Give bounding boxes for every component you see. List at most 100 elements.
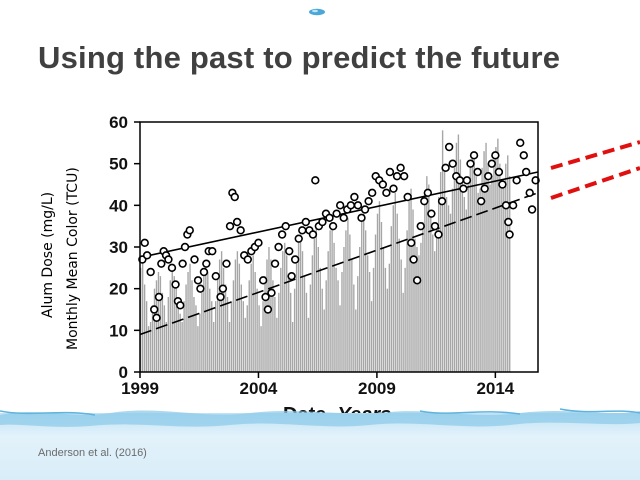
- data-point: [274, 242, 283, 252]
- bar: [507, 155, 509, 372]
- y-tick-label: 0: [119, 363, 128, 382]
- data-point: [318, 217, 327, 227]
- data-point: [216, 292, 225, 302]
- data-point: [308, 230, 318, 239]
- bar: [222, 267, 225, 372]
- data-point: [290, 255, 300, 264]
- bar: [376, 213, 379, 372]
- bar: [218, 259, 221, 372]
- bar: [252, 255, 254, 372]
- bar: [337, 280, 339, 372]
- data-point: [491, 151, 500, 160]
- bar: [390, 226, 392, 372]
- bar: [205, 263, 207, 372]
- bar: [370, 301, 373, 372]
- bar: [242, 301, 244, 372]
- data-point: [254, 238, 263, 248]
- bar: [260, 326, 262, 372]
- data-point: [430, 221, 440, 231]
- bar: [159, 276, 162, 372]
- data-point: [190, 255, 199, 264]
- bar: [286, 255, 288, 372]
- data-point: [378, 180, 388, 189]
- data-point: [164, 255, 173, 264]
- bar: [141, 259, 144, 372]
- data-point: [480, 184, 489, 193]
- bar: [341, 272, 343, 372]
- bar: [163, 305, 166, 372]
- bar: [284, 242, 286, 372]
- data-point: [519, 151, 528, 160]
- bar: [309, 284, 312, 372]
- bar: [155, 280, 158, 372]
- scatter-series: [138, 138, 540, 323]
- data-point: [176, 301, 185, 310]
- bar: [467, 184, 469, 372]
- bar: [459, 159, 462, 372]
- bar: [305, 292, 308, 372]
- bar: [145, 301, 148, 372]
- x-tick-label: 2009: [358, 379, 396, 398]
- bar: [481, 167, 483, 372]
- bar: [451, 188, 454, 372]
- bar: [410, 188, 412, 372]
- bar: [187, 272, 189, 372]
- bar: [301, 251, 304, 372]
- bar: [282, 251, 284, 372]
- data-point: [218, 284, 228, 293]
- bar: [469, 163, 471, 372]
- data-point: [346, 201, 356, 210]
- bar: [493, 159, 495, 372]
- bar: [483, 151, 485, 372]
- data-point: [469, 151, 479, 160]
- bar: [396, 213, 398, 372]
- bar: [183, 301, 185, 372]
- bar: [372, 267, 375, 372]
- bar: [149, 322, 152, 372]
- bar: [461, 180, 464, 372]
- bar: [428, 184, 430, 372]
- bar: [165, 322, 168, 372]
- data-point: [140, 238, 149, 248]
- y-axis-label-alum: Alum Dose (mg/L): [40, 191, 56, 318]
- bar: [485, 142, 487, 372]
- bar: [368, 272, 371, 372]
- bar: [436, 226, 438, 372]
- bar: [321, 288, 323, 372]
- data-point: [232, 217, 242, 227]
- data-point: [396, 163, 405, 173]
- bar: [193, 297, 195, 372]
- bar: [441, 130, 444, 372]
- citation: Anderson et al. (2016): [38, 447, 147, 459]
- y-tick-label: 10: [109, 321, 128, 340]
- data-point: [360, 205, 370, 214]
- data-point: [152, 313, 161, 323]
- data-point: [146, 267, 155, 277]
- bar: [475, 176, 477, 372]
- bar: [329, 230, 331, 372]
- bar: [333, 242, 335, 372]
- bar: [151, 305, 154, 372]
- bar: [224, 284, 227, 372]
- bar: [270, 259, 272, 372]
- data-point: [382, 188, 391, 198]
- bar: [181, 322, 183, 372]
- data-point: [154, 292, 164, 302]
- bar: [434, 251, 436, 372]
- data-point: [504, 217, 513, 227]
- data-point: [409, 255, 418, 264]
- data-point: [294, 234, 303, 243]
- data-point: [243, 255, 252, 264]
- data-point: [385, 167, 395, 177]
- bar: [325, 280, 327, 372]
- bar: [361, 222, 363, 372]
- data-point: [325, 213, 334, 223]
- bar: [477, 192, 479, 372]
- bar: [256, 288, 258, 372]
- bar: [240, 284, 243, 372]
- bar: [291, 322, 294, 372]
- data-point: [150, 305, 159, 314]
- bar: [248, 280, 250, 372]
- data-point: [516, 138, 525, 148]
- bar: [406, 230, 408, 372]
